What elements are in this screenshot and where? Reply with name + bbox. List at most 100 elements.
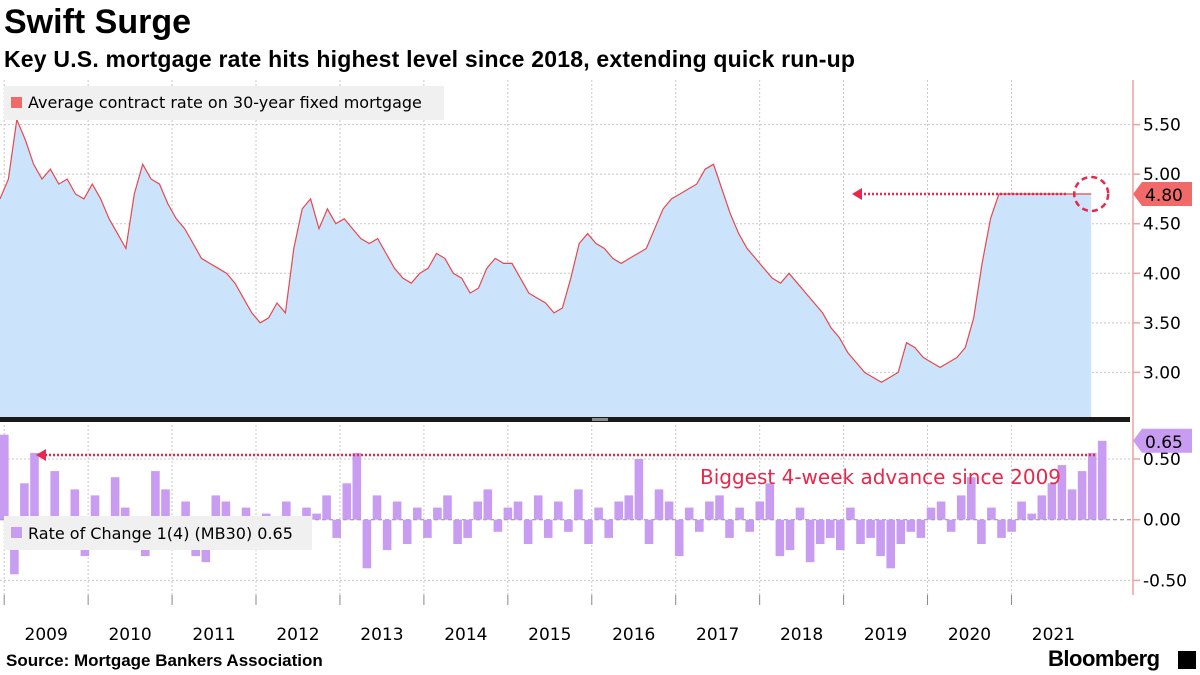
roc-bar xyxy=(1047,483,1057,520)
top-tick-label: 5.00 xyxy=(1143,165,1181,185)
roc-bar xyxy=(90,495,100,520)
roc-bar xyxy=(715,495,724,520)
roc-bar xyxy=(1037,495,1047,520)
roc-bar xyxy=(916,519,926,538)
roc-bar xyxy=(856,519,865,544)
top-tick-label: 4.00 xyxy=(1143,264,1181,284)
roc-bar xyxy=(785,519,795,551)
rate-line xyxy=(0,117,1092,383)
roc-bar xyxy=(151,471,160,520)
chart-subtitle: Key U.S. mortgage rate hits highest leve… xyxy=(4,46,856,72)
brand-logo: Bloomberg xyxy=(1048,646,1160,671)
bottom-value-tag xyxy=(1133,428,1192,453)
roc-bar xyxy=(30,452,39,520)
roc-bar xyxy=(604,519,613,538)
roc-bar xyxy=(735,507,744,520)
roc-bar xyxy=(473,501,482,520)
bottom-value-label: 0.65 xyxy=(1145,433,1183,453)
roc-bar xyxy=(1077,471,1087,520)
highlight-circle xyxy=(1072,175,1110,213)
roc-bar xyxy=(181,501,190,520)
roc-bar xyxy=(584,519,593,544)
roc-bar xyxy=(322,495,331,520)
roc-bar xyxy=(0,434,9,520)
roc-bar xyxy=(382,519,392,551)
bottom-tick-label: -0.50 xyxy=(1143,571,1187,591)
roc-bar xyxy=(674,519,684,557)
panel-divider-handle[interactable] xyxy=(592,418,608,421)
roc-bar xyxy=(362,519,372,569)
roc-bar xyxy=(906,519,916,532)
roc-bar xyxy=(684,507,694,520)
year-label: 2016 xyxy=(612,625,655,645)
year-label: 2018 xyxy=(780,625,823,645)
roc-bar xyxy=(493,519,503,532)
top-arrow-head xyxy=(852,187,862,200)
roc-bar xyxy=(423,519,432,538)
top-tick-label: 4.50 xyxy=(1143,215,1181,235)
roc-bar xyxy=(725,519,734,538)
bottom-tick-label: 0.50 xyxy=(1143,450,1181,470)
roc-bar xyxy=(433,507,442,520)
roc-bar xyxy=(594,507,603,520)
legend-bottom-label: Rate of Change 1(4) (MB30) 0.65 xyxy=(28,524,293,543)
bottom-tick-label: 0.00 xyxy=(1143,511,1181,531)
top-value-tag xyxy=(1133,181,1192,206)
roc-bar xyxy=(332,519,341,538)
roc-bar xyxy=(564,519,573,532)
roc-bar xyxy=(997,519,1006,538)
top-tick-label: 3.50 xyxy=(1143,314,1181,334)
year-label: 2013 xyxy=(360,625,403,645)
year-label: 2012 xyxy=(276,625,319,645)
roc-bar xyxy=(755,501,765,520)
roc-bar xyxy=(413,507,422,520)
year-label: 2015 xyxy=(528,625,571,645)
roc-bar xyxy=(221,501,231,520)
top-tick-label: 3.00 xyxy=(1143,363,1181,383)
year-label: 2020 xyxy=(948,625,991,645)
roc-bar xyxy=(876,519,885,557)
roc-bar xyxy=(211,495,221,520)
roc-bar xyxy=(886,519,895,569)
year-label: 2019 xyxy=(864,625,907,645)
roc-bar xyxy=(624,495,634,520)
legend-top-label: Average contract rate on 30-year fixed m… xyxy=(28,93,422,112)
roc-bar xyxy=(110,477,120,520)
roc-bar xyxy=(453,519,462,544)
roc-bar xyxy=(946,519,956,532)
roc-bar xyxy=(1027,513,1036,520)
roc-bar xyxy=(463,519,472,538)
roc-bar xyxy=(695,519,704,532)
roc-bar xyxy=(282,501,291,520)
roc-bar xyxy=(574,489,583,520)
roc-bar xyxy=(956,495,966,520)
roc-bar xyxy=(775,519,785,557)
legend-bottom-box xyxy=(4,516,312,550)
roc-bar xyxy=(312,513,321,520)
roc-bar xyxy=(554,501,563,520)
roc-bar xyxy=(503,507,513,520)
roc-bar xyxy=(826,519,835,538)
roc-bar xyxy=(1007,519,1016,532)
roc-bar xyxy=(302,507,311,520)
year-label: 2017 xyxy=(696,625,739,645)
roc-bar xyxy=(443,495,452,520)
roc-bar xyxy=(20,483,29,520)
roc-bar xyxy=(705,501,714,520)
roc-bar xyxy=(352,452,362,520)
annotation-text: Biggest 4-week advance since 2009 xyxy=(700,465,1061,489)
roc-bar xyxy=(805,519,815,563)
year-label: 2010 xyxy=(108,625,151,645)
roc-bar xyxy=(1067,489,1077,520)
roc-bar xyxy=(241,507,251,520)
roc-bar xyxy=(977,519,986,544)
roc-bar xyxy=(1057,465,1067,520)
roc-bar xyxy=(987,507,996,520)
year-label: 2011 xyxy=(192,625,235,645)
roc-bar xyxy=(654,489,664,520)
top-tick-label: 5.50 xyxy=(1143,116,1181,136)
roc-bar xyxy=(161,489,170,520)
roc-bar xyxy=(765,483,775,520)
rate-area xyxy=(0,119,1092,417)
roc-bar xyxy=(342,483,352,520)
